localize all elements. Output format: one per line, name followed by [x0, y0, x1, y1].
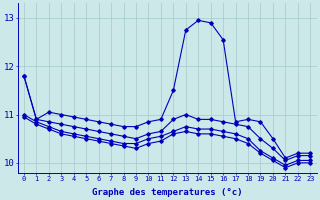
X-axis label: Graphe des temperatures (°c): Graphe des temperatures (°c): [92, 188, 242, 197]
